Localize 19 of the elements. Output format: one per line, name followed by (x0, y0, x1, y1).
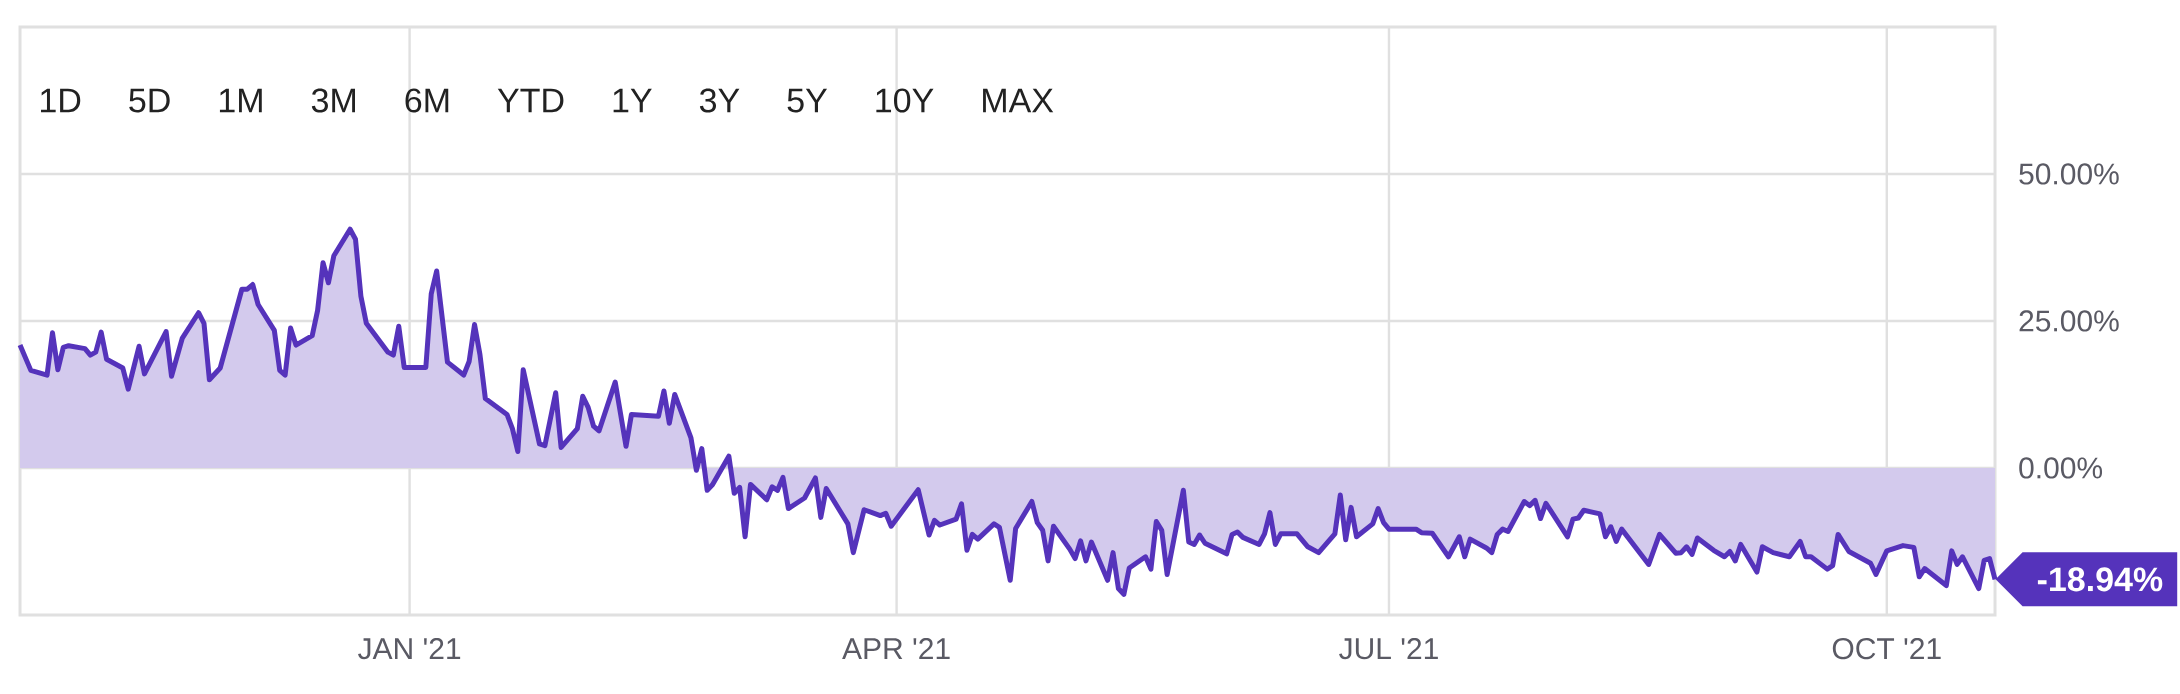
annotation: YTD (497, 88, 564, 113)
annotation: 10Y (876, 88, 934, 113)
annotation: 3Y (699, 88, 740, 113)
x-tick-label: APR '21 (842, 638, 950, 659)
y-tick-label: 25.00% (2019, 310, 2119, 332)
x-tick-label: JAN '21 (358, 638, 461, 660)
x-tick-label: OCT '21 (1832, 638, 1941, 660)
annotation: -18.94% (2037, 567, 2163, 592)
annotation: 6M (405, 88, 449, 113)
annotation: 5D (129, 88, 170, 113)
x-tick-label: JUL '21 (1339, 638, 1438, 660)
annotation: 3M (311, 88, 355, 113)
annotation: 1Y (613, 88, 652, 113)
annotation: 1D (41, 88, 81, 113)
y-tick-label: 0.00% (2019, 457, 2103, 479)
annotation: 1M (219, 88, 262, 113)
y-tick-label: 50.00% (2019, 163, 2119, 185)
annotation: MAX (983, 88, 1054, 113)
annotation: 5Y (787, 88, 828, 113)
